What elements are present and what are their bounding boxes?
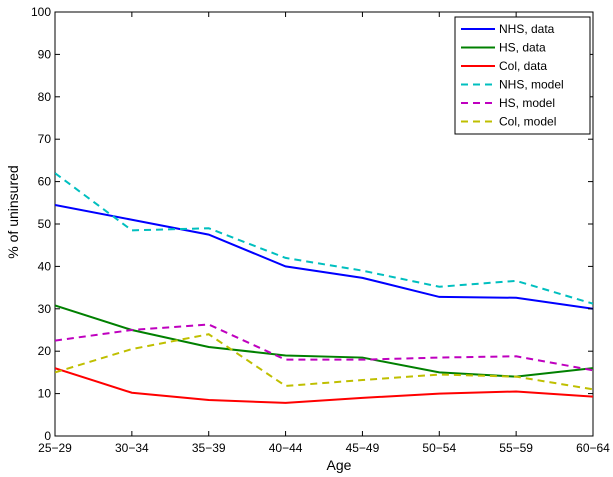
x-axis-label: Age [327, 457, 352, 473]
x-tick-label: 30−34 [115, 441, 149, 455]
y-tick-label: 30 [38, 302, 52, 316]
series-line-nhs-data [55, 203, 593, 310]
x-tick-label: 35−39 [192, 441, 226, 455]
x-tick-label: 50−54 [422, 441, 456, 455]
x-tick-label: 45−49 [346, 441, 380, 455]
y-tick-label: 50 [38, 217, 52, 231]
x-tick-label: 25−29 [38, 441, 72, 455]
legend-label: NHS, data [499, 22, 555, 36]
legend-label: HS, data [499, 41, 546, 55]
legend-label: Col, model [499, 115, 556, 129]
y-tick-label: 60 [38, 175, 52, 189]
y-tick-label: 0 [44, 429, 51, 443]
legend-label: NHS, model [499, 78, 564, 92]
x-tick-label: 60−64 [576, 441, 610, 455]
series-line-nhs-model [55, 172, 593, 305]
series-line-hs-model [55, 323, 593, 372]
y-tick-label: 80 [38, 90, 52, 104]
x-tick-label: 40−44 [269, 441, 303, 455]
y-tick-label: 40 [38, 259, 52, 273]
x-tick-label: 55−59 [499, 441, 533, 455]
legend-label: HS, model [499, 96, 555, 110]
y-tick-label: 70 [38, 132, 52, 146]
y-axis-label: % of uninsured [5, 165, 21, 258]
series-line-col-model [55, 333, 593, 391]
legend-label: Col, data [499, 59, 547, 73]
y-tick-label: 20 [38, 344, 52, 358]
y-tick-label: 100 [31, 5, 51, 19]
series-line-col-data [55, 367, 593, 404]
y-tick-label: 90 [38, 47, 52, 61]
y-tick-label: 10 [38, 387, 52, 401]
legend-box [454, 16, 591, 135]
